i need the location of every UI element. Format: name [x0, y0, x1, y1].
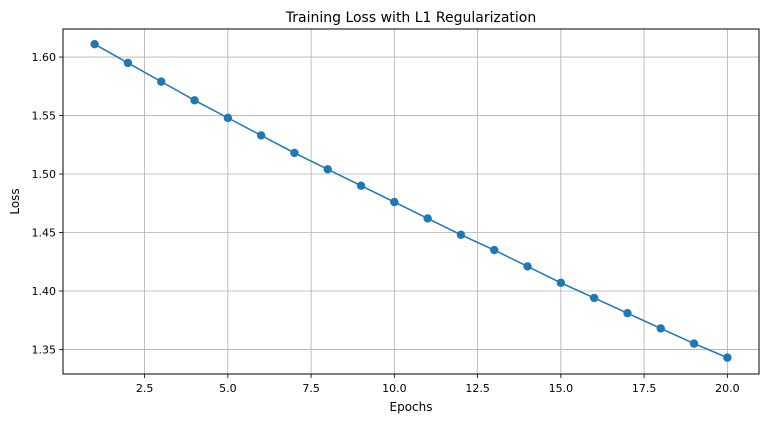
y-tick-label: 1.50	[32, 168, 57, 181]
x-tick-label: 15.0	[549, 382, 574, 395]
y-tick-label: 1.60	[32, 51, 57, 64]
data-point	[623, 308, 632, 318]
data-point	[157, 77, 166, 86]
y-tick-label: 1.45	[32, 226, 57, 239]
x-axis-label: Epochs	[390, 400, 433, 414]
data-point	[90, 40, 99, 49]
x-tick-label: 10.0	[382, 382, 407, 395]
grid	[63, 29, 759, 374]
x-axis: 2.5 5.0 7.5 10.0 12.5 15.0 17.5 20.0	[136, 374, 740, 395]
data-point	[256, 131, 266, 140]
data-point	[490, 245, 499, 255]
data-point	[190, 96, 199, 105]
series-layer	[90, 40, 732, 362]
data-point	[323, 165, 332, 174]
data-point	[456, 230, 466, 240]
data-point	[356, 181, 366, 190]
data-point	[523, 262, 532, 271]
y-tick-label: 1.55	[32, 110, 57, 123]
data-point	[123, 58, 133, 68]
x-tick-label: 20.0	[715, 382, 740, 395]
data-point	[589, 293, 599, 303]
data-point	[656, 324, 665, 333]
series-line	[94, 43, 728, 359]
data-point	[423, 214, 432, 223]
x-tick-label: 7.5	[302, 382, 320, 395]
y-tick-label: 1.40	[32, 285, 57, 298]
y-axis: 1.35 1.40 1.45 1.50 1.55 1.60	[32, 51, 63, 356]
x-tick-label: 12.5	[465, 382, 490, 395]
y-axis-label: Loss	[8, 188, 22, 214]
x-tick-label: 17.5	[632, 382, 657, 395]
data-point	[723, 353, 732, 362]
data-point	[689, 339, 699, 348]
chart-title: Training Loss with L1 Regularization	[285, 10, 537, 26]
data-point	[223, 113, 233, 123]
data-point	[290, 148, 299, 158]
data-point	[556, 278, 566, 287]
plot-frame	[62, 28, 760, 375]
x-tick-label: 2.5	[136, 382, 154, 395]
x-tick-label: 5.0	[219, 382, 237, 395]
data-point	[390, 197, 399, 207]
y-tick-label: 1.35	[32, 343, 57, 356]
